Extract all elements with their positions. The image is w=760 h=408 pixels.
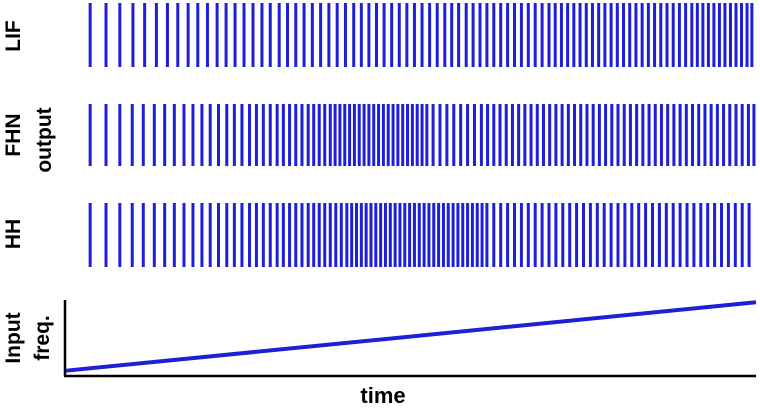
input-label-line1: Input xyxy=(2,312,25,363)
input-series xyxy=(65,300,757,373)
raster-row-fhn xyxy=(88,104,756,166)
row-label-lif: LIF xyxy=(2,20,25,52)
ylabel-output: output xyxy=(33,107,56,172)
spike-rasters xyxy=(88,3,756,267)
raster-row-lif xyxy=(88,3,754,67)
row-label-fhn: FHN xyxy=(2,113,25,156)
input-frequency-line xyxy=(65,300,757,373)
row-label-hh: HH xyxy=(2,219,25,249)
input-label-line2: freq. xyxy=(31,315,54,361)
x-axis-label: time xyxy=(360,383,405,408)
raster-row-hh xyxy=(88,203,751,267)
